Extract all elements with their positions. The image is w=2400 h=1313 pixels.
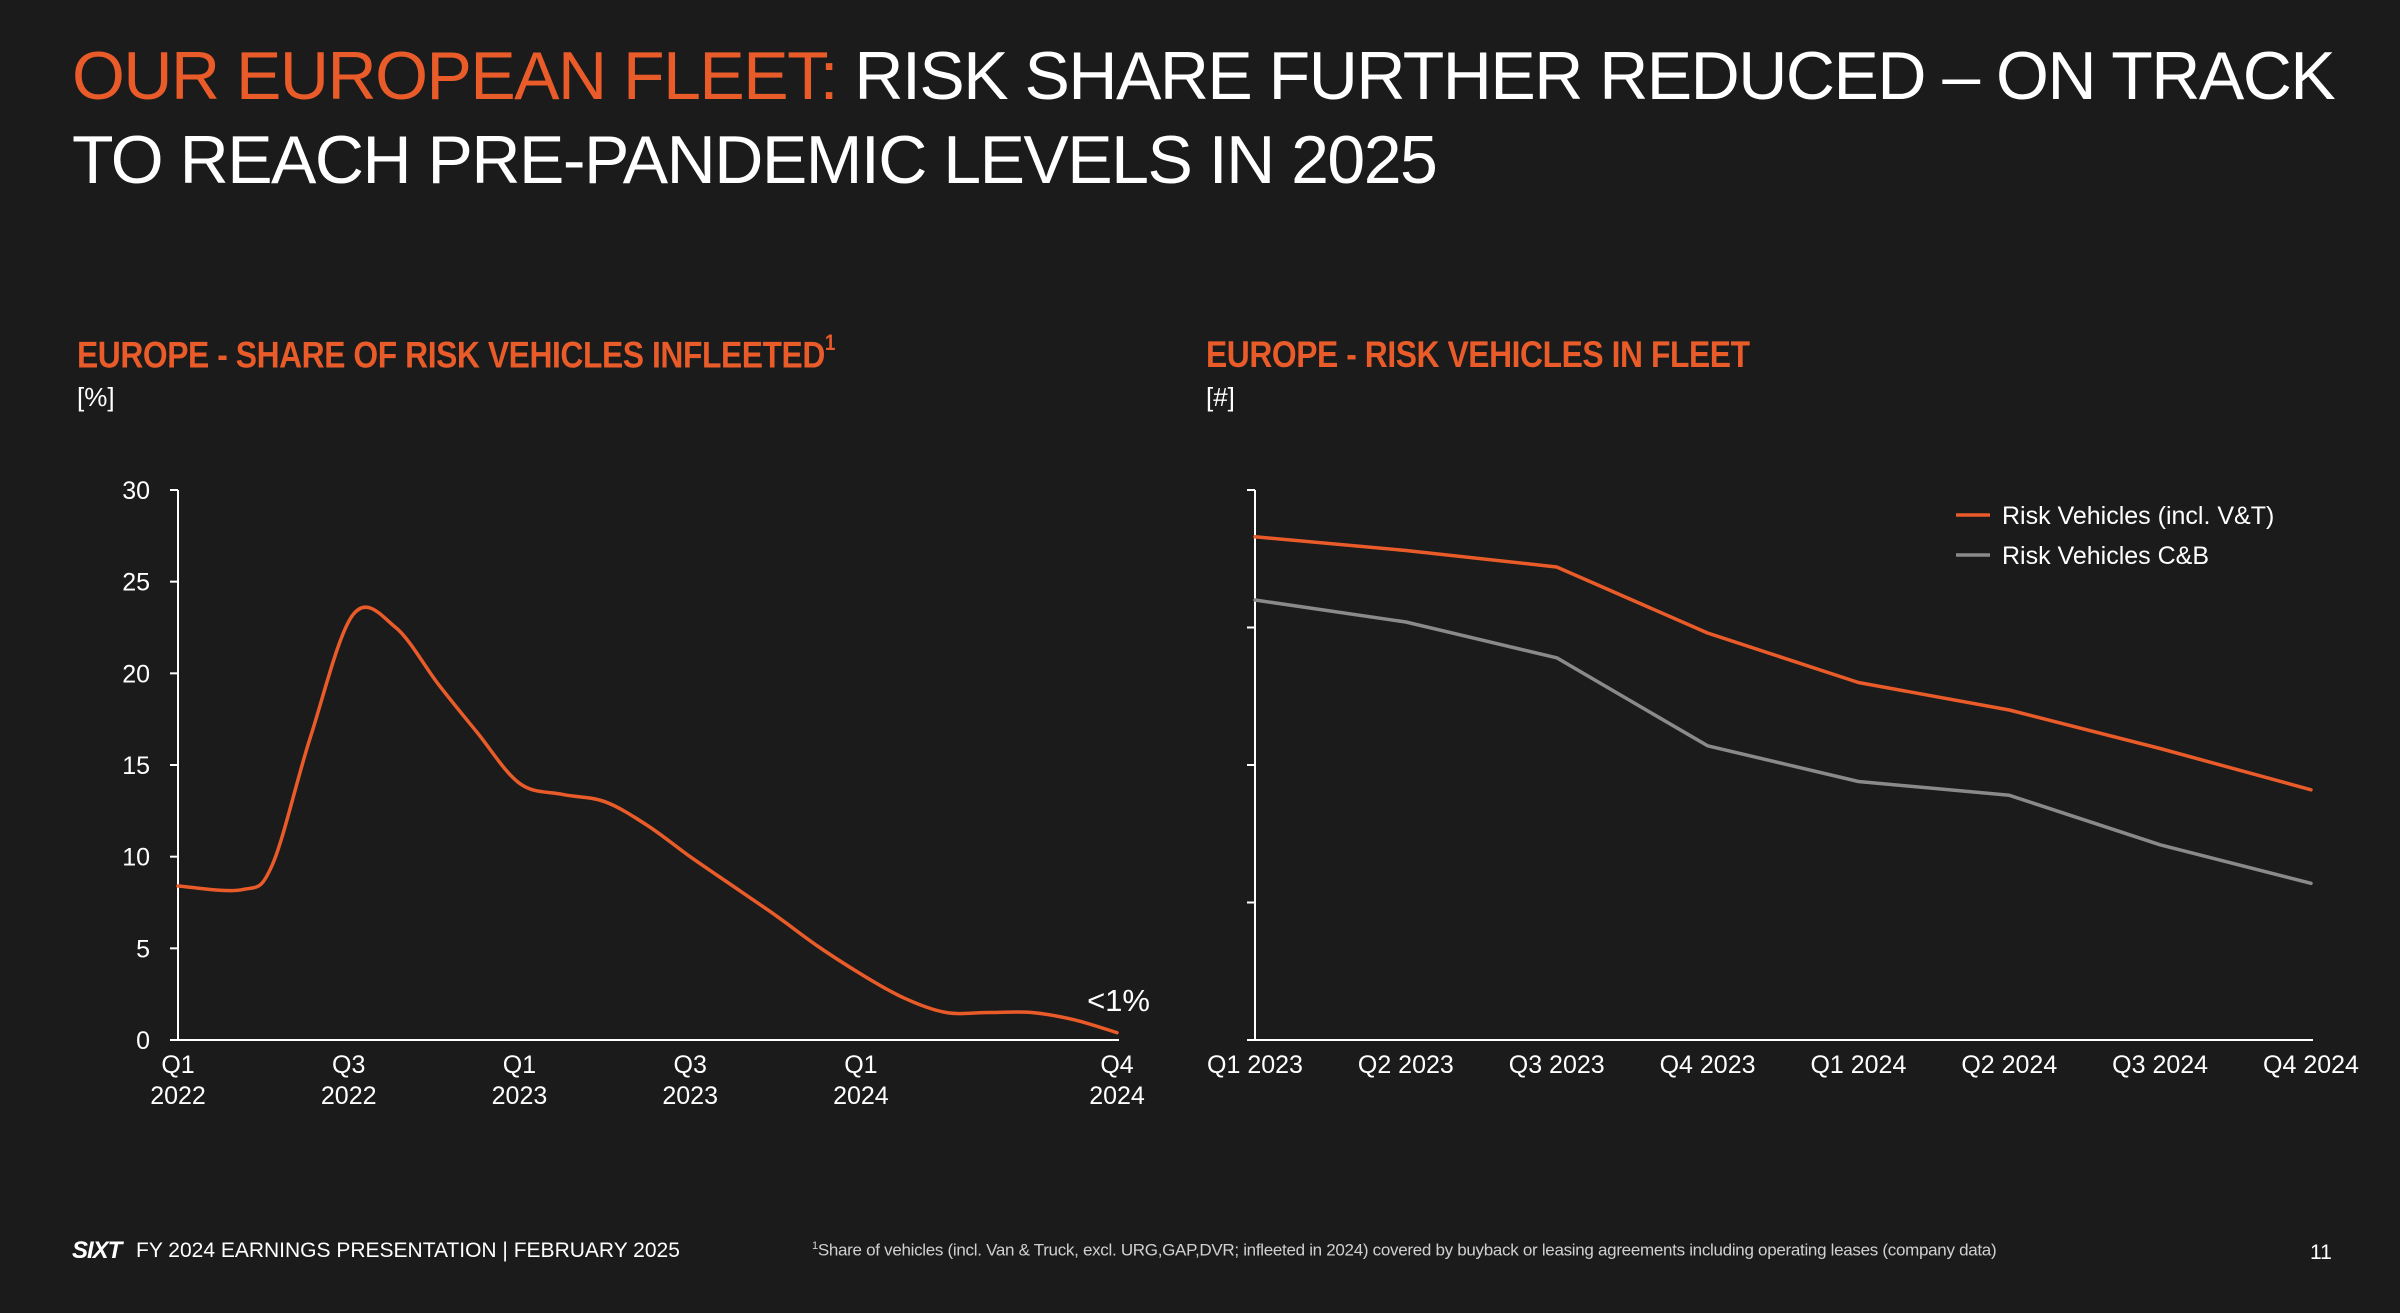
y-tick-label: 10 xyxy=(122,844,150,872)
left-chart-heading: EUROPE - SHARE OF RISK VEHICLES INFLEETE… xyxy=(77,330,835,376)
legend-label: Risk Vehicles C&B xyxy=(2002,542,2209,570)
footnote-mark: 1 xyxy=(812,1240,818,1252)
x-tick-label: Q4 2024 xyxy=(2263,1051,2359,1079)
y-tick-label: 0 xyxy=(136,1027,150,1055)
x-tick-label: Q2 2023 xyxy=(1358,1051,1454,1079)
y-tick-label: 15 xyxy=(122,752,150,780)
share-risk-vehicles-chart: 0 5 10 15 20 25 30 Q1 2022 Q3 2022 Q1 2023 Q3 2023 Q1 20… xyxy=(122,477,1150,1110)
end-value-annotation: <1% xyxy=(1087,983,1150,1018)
x-tick-quarter: Q3 xyxy=(674,1051,707,1079)
x-tick-label: Q1 2022 xyxy=(150,1051,206,1110)
page-title-rest: RISK SHARE FURTHER REDUCED – ON TRACK TO… xyxy=(72,38,2336,198)
x-tick-year: 2024 xyxy=(1089,1082,1145,1110)
right-chart-unit: [#] xyxy=(1206,382,1235,412)
risk-vehicles-in-fleet-chart: Q1 2023 Q2 2023 Q3 2023 Q4 2023 Q1 2024 Q2 20… xyxy=(1207,489,2359,1079)
page-number: 11 xyxy=(2310,1241,2332,1264)
x-tick-label: Q2 2024 xyxy=(1961,1051,2057,1079)
sixt-logo: SIXT xyxy=(72,1237,122,1264)
footnote: 1Share of vehicles (incl. Van & Truck, e… xyxy=(812,1240,1997,1261)
x-tick-quarter: Q1 xyxy=(503,1051,536,1079)
x-tick-year: 2023 xyxy=(662,1082,718,1110)
series-line-risk-vehicles-incl-vt xyxy=(1253,535,2313,792)
x-tick-label: Q1 2024 xyxy=(833,1051,889,1110)
y-tick-label: 25 xyxy=(122,569,150,597)
y-tick-label: 30 xyxy=(122,477,150,505)
x-tick-label: Q1 2023 xyxy=(492,1051,548,1110)
x-tick-year: 2023 xyxy=(492,1082,548,1110)
footer-text: FY 2024 EARNINGS PRESENTATION | FEBRUARY… xyxy=(136,1239,680,1262)
y-tick-label: 20 xyxy=(122,660,150,688)
x-tick-quarter: Q3 xyxy=(332,1051,365,1079)
x-tick-label: Q4 2023 xyxy=(1660,1051,1756,1079)
x-tick-label: Q3 2023 xyxy=(662,1051,718,1110)
footnote-text: Share of vehicles (incl. Van & Truck, ex… xyxy=(817,1240,1997,1260)
series-line-share-risk-vehicles xyxy=(176,605,1119,1035)
x-tick-label: Q1 2024 xyxy=(1810,1051,1906,1079)
y-tick-label: 5 xyxy=(136,935,150,963)
x-tick-quarter: Q4 xyxy=(1100,1051,1133,1079)
x-tick-label: Q4 2024 xyxy=(1089,1051,1145,1110)
x-tick-label: Q3 2022 xyxy=(321,1051,377,1110)
legend-label: Risk Vehicles (incl. V&T) xyxy=(2002,502,2274,530)
page-title: OUR EUROPEAN FLEET: RISK SHARE FURTHER R… xyxy=(72,34,2352,202)
x-tick-quarter: Q1 xyxy=(844,1051,877,1079)
left-chart-heading-footnote-mark: 1 xyxy=(824,330,836,355)
page-title-accent: OUR EUROPEAN FLEET: xyxy=(72,38,839,114)
right-chart-heading: EUROPE - RISK VEHICLES IN FLEET xyxy=(1206,334,1750,375)
x-tick-label: Q1 2023 xyxy=(1207,1051,1303,1079)
x-tick-quarter: Q1 xyxy=(161,1051,194,1079)
series-line-risk-vehicles-cb xyxy=(1253,598,2313,886)
x-tick-year: 2024 xyxy=(833,1082,889,1110)
x-tick-label: Q3 2024 xyxy=(2112,1051,2208,1079)
left-chart-heading-text: EUROPE - SHARE OF RISK VEHICLES INFLEETE… xyxy=(77,334,825,376)
x-tick-label: Q3 2023 xyxy=(1509,1051,1605,1079)
left-chart-unit: [%] xyxy=(77,382,115,412)
x-tick-year: 2022 xyxy=(150,1082,206,1110)
x-tick-year: 2022 xyxy=(321,1082,377,1110)
